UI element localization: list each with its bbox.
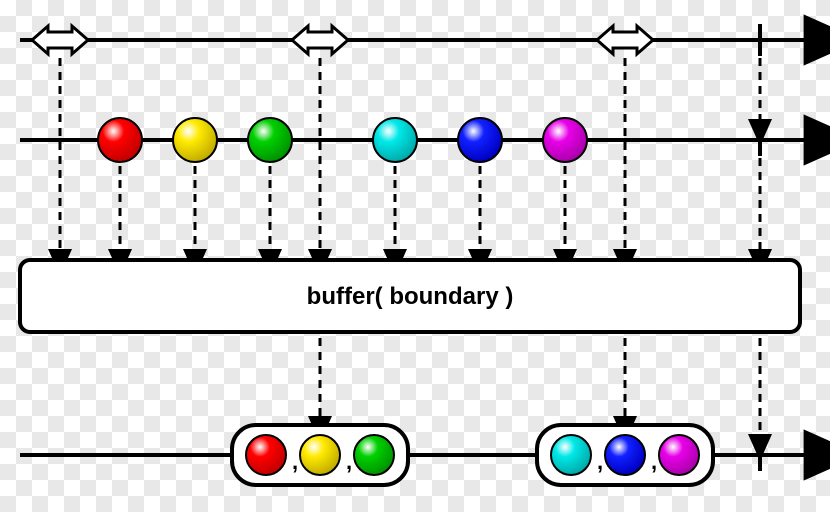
svg-text:,: , bbox=[651, 449, 657, 474]
svg-text:,: , bbox=[292, 449, 298, 474]
marble bbox=[98, 118, 142, 162]
marble bbox=[248, 118, 292, 162]
svg-text:,: , bbox=[597, 449, 603, 474]
marble bbox=[659, 435, 699, 475]
boundary-marker bbox=[292, 26, 348, 54]
marble bbox=[246, 435, 286, 475]
marble bbox=[300, 435, 340, 475]
marble bbox=[373, 118, 417, 162]
operator-label: buffer( boundary ) bbox=[307, 283, 514, 310]
diagram-canvas: buffer( boundary ),,,, bbox=[0, 0, 830, 512]
marble bbox=[551, 435, 591, 475]
marble bbox=[605, 435, 645, 475]
marble-diagram-svg: buffer( boundary ),,,, bbox=[0, 0, 830, 512]
marble bbox=[354, 435, 394, 475]
boundary-marker bbox=[597, 26, 653, 54]
marble bbox=[458, 118, 502, 162]
boundary-marker bbox=[32, 26, 88, 54]
marble bbox=[173, 118, 217, 162]
marble bbox=[543, 118, 587, 162]
svg-text:,: , bbox=[346, 449, 352, 474]
